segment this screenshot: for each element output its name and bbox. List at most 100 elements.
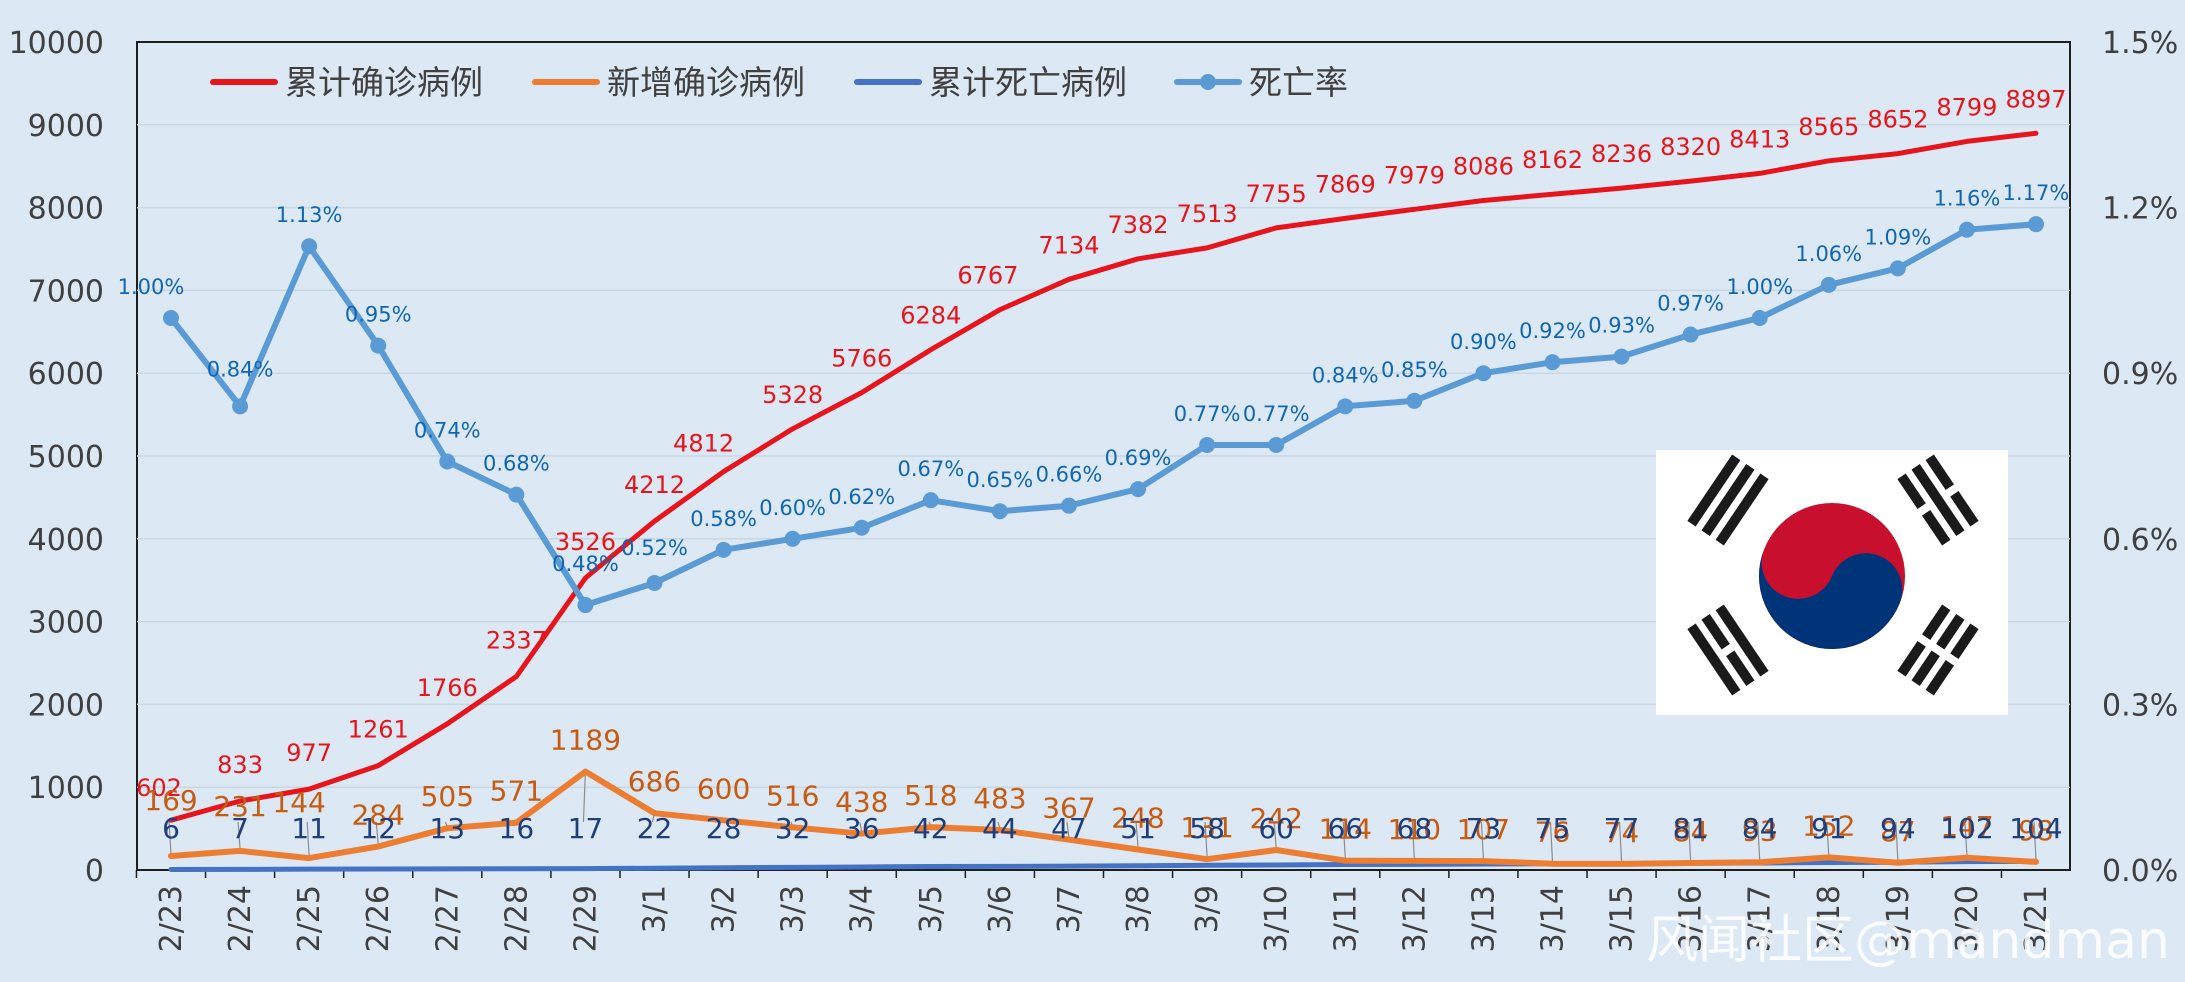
cumulative-case-label: 1766	[417, 674, 478, 702]
cumulative-case-label: 8086	[1453, 152, 1514, 180]
x-tick-label: 3/19	[1881, 885, 1916, 952]
leader-line	[1757, 821, 1761, 861]
new-case-label: 152	[1802, 809, 1855, 842]
cumulative-case-label: 2337	[486, 626, 547, 654]
leader-line	[1480, 821, 1485, 860]
x-tick-label: 2/23	[154, 885, 189, 952]
new-case-label: 74	[1604, 816, 1640, 849]
x-tick-label: 3/1	[638, 885, 673, 933]
death-rate-point	[991, 503, 1008, 520]
cumulative-death-label: 13	[429, 812, 465, 845]
death-rate-point	[1613, 348, 1630, 365]
cumulative-death-label: 47	[1051, 812, 1087, 845]
death-rate-label: 0.58%	[690, 507, 757, 531]
cumulative-death-label: 68	[1397, 812, 1433, 845]
cumulative-case-label: 8162	[1522, 146, 1583, 174]
cumulative-death-label: 32	[775, 812, 811, 845]
new-case-label: 1189	[550, 724, 621, 757]
cumulative-case-label: 4812	[673, 430, 734, 458]
new-case-label: 231	[213, 790, 266, 823]
leader-line	[1964, 821, 1968, 856]
cumulative-death-label: 6	[162, 812, 180, 845]
death-rate-point	[1751, 310, 1768, 326]
cumulative-death-label: 102	[1940, 812, 1993, 845]
death-rate-point	[1406, 392, 1423, 409]
taegeuk-blue	[1759, 548, 1903, 649]
death-rate-label: 1.06%	[1795, 242, 1862, 266]
new-case-label: 242	[1249, 802, 1302, 835]
x-tick-label: 3/21	[2019, 885, 2054, 952]
cumulative-case-label: 5328	[762, 381, 823, 409]
new-case-label: 505	[421, 780, 474, 813]
death-rate-label: 0.68%	[483, 452, 550, 476]
cumulative-case-label: 4212	[624, 471, 685, 499]
cumulative-case-label: 602	[136, 774, 182, 802]
death-rate-point	[370, 337, 387, 354]
cumulative-case-label: 6284	[900, 302, 961, 330]
leader-line	[1826, 821, 1830, 856]
cumulative-case-label: 3526	[555, 528, 616, 556]
gridlines	[137, 124, 2070, 788]
cumulative-case-label: 8565	[1798, 113, 1859, 141]
left-tick-label: 5000	[28, 440, 104, 475]
cumulative-death-label: 17	[568, 812, 604, 845]
cumulative-case-label: 8799	[1936, 93, 1997, 121]
cumulative-death-label: 11	[291, 812, 327, 845]
left-tick-label: 2000	[28, 688, 104, 723]
death-rate-point	[2028, 216, 2044, 233]
cumulative-case-label: 7134	[1038, 231, 1099, 259]
death-rate-label: 1.16%	[1934, 187, 2001, 211]
new-case-label: 169	[144, 784, 197, 817]
left-tick-label: 8000	[28, 192, 104, 227]
x-tick-label: 3/5	[914, 885, 949, 933]
death-rate-point	[439, 453, 456, 470]
new-case-label: 98	[2018, 814, 2054, 847]
cumulative-case-label: 8236	[1591, 140, 1652, 168]
right-tick-label: 1.2%	[2102, 192, 2178, 227]
x-tick-label: 2/28	[499, 885, 534, 952]
leader-line	[1618, 821, 1623, 862]
leader-line	[1411, 821, 1415, 859]
leader-line	[1273, 821, 1277, 849]
x-tick-label: 3/3	[776, 885, 811, 933]
new-case-label: 87	[1880, 815, 1916, 848]
death-rate-label: 0.48%	[552, 552, 619, 576]
leader-line	[1342, 821, 1346, 859]
left-tick-label: 6000	[28, 357, 104, 392]
cumulative-death-label: 36	[844, 812, 880, 845]
death-rate-point	[1889, 260, 1906, 277]
legend-label: 死亡率	[1249, 63, 1348, 102]
new-case-label: 93	[1742, 814, 1778, 847]
x-tick-label: 3/20	[1950, 885, 1985, 952]
x-tick-label: 3/9	[1190, 885, 1225, 933]
x-tick-label: 3/7	[1052, 885, 1087, 933]
cumulative-death-label: 51	[1120, 812, 1156, 845]
x-tick-label: 3/17	[1743, 885, 1778, 952]
cumulative-death-label: 104	[2009, 812, 2062, 845]
death-rate-point	[1475, 365, 1492, 382]
new-case-label: 483	[973, 782, 1026, 815]
death-rate-label: 0.77%	[1243, 402, 1310, 426]
death-rate-label: 1.00%	[118, 275, 185, 299]
new-case-label: 367	[1042, 792, 1095, 825]
x-axis: 2/23 2/24 2/25 2/26 2/27 2/28 2/29 3/1 3/2 3/3 3/4…	[135, 870, 2054, 952]
death-rate-label: 0.67%	[897, 457, 964, 481]
cumulative-case-label: 833	[217, 751, 263, 779]
right-tick-label: 0.3%	[2102, 688, 2178, 723]
x-tick-label: 3/2	[707, 885, 742, 933]
death-rate-label: 0.65%	[967, 468, 1034, 492]
death-rate-point	[1060, 497, 1077, 514]
new-case-label: 686	[628, 765, 681, 798]
cumulative-death-label: 94	[1880, 812, 1916, 845]
leader-line	[1895, 821, 1899, 861]
death-rate-label: 0.97%	[1657, 292, 1724, 316]
new-case-label: 147	[1940, 810, 1993, 843]
death-rate-point	[646, 574, 663, 591]
cumulative-case-label: 7755	[1246, 180, 1307, 208]
right-tick-label: 1.5%	[2102, 26, 2178, 61]
new-case-label: 284	[351, 798, 404, 831]
death-rate-point	[577, 597, 594, 614]
death-rate-point	[232, 398, 249, 415]
